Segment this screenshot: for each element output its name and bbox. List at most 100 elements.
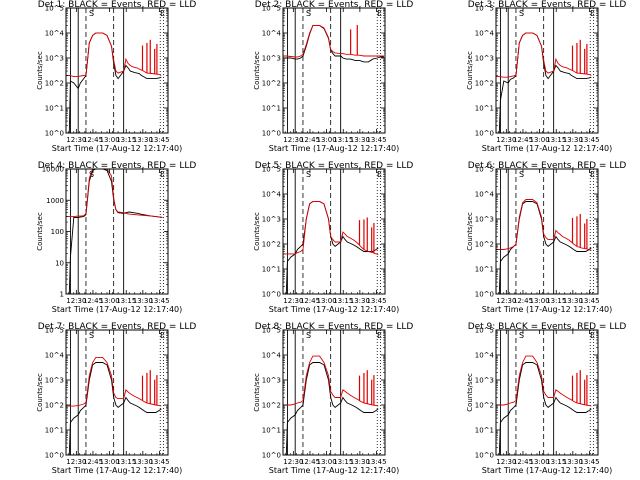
y-axis-label: Counts/sec: [253, 212, 261, 251]
y-tick-label: 10^1: [475, 105, 494, 113]
y-tick-label: 10^3: [262, 377, 281, 385]
y-tick-label: 10^1: [262, 105, 281, 113]
x-tick-label: 13:30: [350, 297, 370, 305]
x-tick-label: 13:45: [579, 136, 599, 144]
x-tick-label: 12:30: [66, 297, 86, 305]
y-tick-label: 10^3: [262, 216, 281, 224]
x-tick-label: 13:15: [333, 297, 353, 305]
y-axis-label: Counts/sec: [36, 51, 44, 90]
plot-area: [283, 25, 384, 63]
x-tick-label: 12:45: [83, 458, 103, 466]
lld-series-line: [283, 25, 384, 58]
start-marker-label: S: [519, 331, 524, 340]
x-tick-label: 12:45: [83, 297, 103, 305]
start-marker-label: S: [89, 331, 94, 340]
x-axis-label: Start Time (17-Aug-12 12:17:40): [52, 466, 183, 475]
y-tick-label: 10^4: [45, 352, 65, 360]
y-tick-label: 10^0: [262, 452, 281, 460]
events-series-line: [496, 201, 592, 294]
y-tick-label: 10^3: [45, 55, 64, 63]
y-tick-label: 10^3: [475, 55, 494, 63]
plot-frame: [65, 329, 169, 456]
x-tick-label: 13:00: [317, 136, 337, 144]
end-marker-label: E: [160, 170, 165, 179]
plot-area: [66, 32, 162, 133]
events-series-line: [66, 362, 162, 455]
end-marker-label: E: [160, 9, 165, 18]
start-marker-label: S: [519, 9, 524, 18]
x-tick-label: 13:30: [350, 458, 370, 466]
y-tick-label: 10^5: [45, 327, 64, 335]
x-tick-label: 13:15: [116, 297, 136, 305]
y-tick-label: 10^1: [45, 427, 64, 435]
panel-title: Det 3: BLACK = Events, RED = LLD: [468, 0, 627, 10]
x-tick-label: 12:30: [496, 458, 516, 466]
plot-frame: [495, 329, 599, 456]
x-tick-label: 12:30: [496, 297, 516, 305]
lld-series-line: [66, 356, 162, 407]
start-marker-label: S: [306, 331, 311, 340]
start-marker-label: S: [519, 170, 524, 179]
y-tick-label: 10^0: [475, 452, 494, 460]
x-axis-label: Start Time (17-Aug-12 12:17:40): [269, 466, 400, 475]
y-tick-label: 10^5: [262, 5, 281, 13]
plot-area: [496, 32, 592, 133]
y-axis-label: Counts/sec: [253, 51, 261, 90]
y-tick-label: 10^0: [262, 130, 281, 138]
y-tick-label: 10^2: [45, 402, 64, 410]
x-tick-label: 13:30: [563, 297, 583, 305]
plot-frame: [495, 7, 599, 134]
x-tick-label: 13:45: [579, 458, 599, 466]
x-axis-label: Start Time (17-Aug-12 12:17:40): [482, 305, 613, 314]
x-tick-label: 12:45: [513, 458, 533, 466]
panel-title: Det 2: BLACK = Events, RED = LLD: [255, 0, 414, 10]
x-tick-label: 12:30: [283, 458, 303, 466]
y-tick-label: 10^4: [262, 30, 282, 38]
y-tick-label: 10^2: [45, 80, 64, 88]
y-tick-label: 10^2: [262, 241, 281, 249]
y-tick-label: 10^0: [45, 130, 64, 138]
x-axis-label: Start Time (17-Aug-12 12:17:40): [482, 144, 613, 153]
x-tick-label: 13:00: [317, 458, 337, 466]
y-tick-label: 10^4: [475, 30, 495, 38]
y-tick-label: 100: [51, 228, 64, 236]
end-marker-label: E: [160, 331, 165, 340]
x-axis-label: Start Time (17-Aug-12 12:17:40): [482, 466, 613, 475]
x-tick-label: 13:45: [149, 297, 169, 305]
events-series-line: [496, 32, 592, 133]
lld-series-line: [496, 199, 592, 251]
lld-series-line: [496, 355, 592, 407]
y-tick-label: 10^3: [45, 377, 64, 385]
x-tick-label: 12:30: [283, 136, 303, 144]
x-tick-label: 13:15: [546, 297, 566, 305]
y-tick-label: 10: [55, 259, 64, 267]
panel-title: Det 1: BLACK = Events, RED = LLD: [38, 0, 197, 10]
plot-area: [496, 199, 592, 294]
x-tick-label: 13:45: [366, 136, 386, 144]
y-tick-label: 10^4: [262, 191, 282, 199]
y-tick-label: 10^0: [475, 291, 494, 299]
x-tick-label: 13:45: [579, 297, 599, 305]
x-tick-label: 13:15: [546, 136, 566, 144]
y-tick-label: 10^2: [262, 402, 281, 410]
lld-series-line: [283, 355, 379, 407]
end-marker-label: E: [590, 331, 595, 340]
y-tick-label: 10^0: [262, 291, 281, 299]
x-axis-label: Start Time (17-Aug-12 12:17:40): [269, 144, 400, 153]
lld-series-line: [283, 201, 379, 255]
x-tick-label: 13:30: [350, 136, 370, 144]
events-series-line: [66, 169, 163, 294]
plot-area: [66, 356, 162, 455]
y-axis-label: Counts/sec: [36, 373, 44, 412]
y-axis-label: Counts/sec: [253, 373, 261, 412]
x-tick-label: 12:45: [513, 136, 533, 144]
